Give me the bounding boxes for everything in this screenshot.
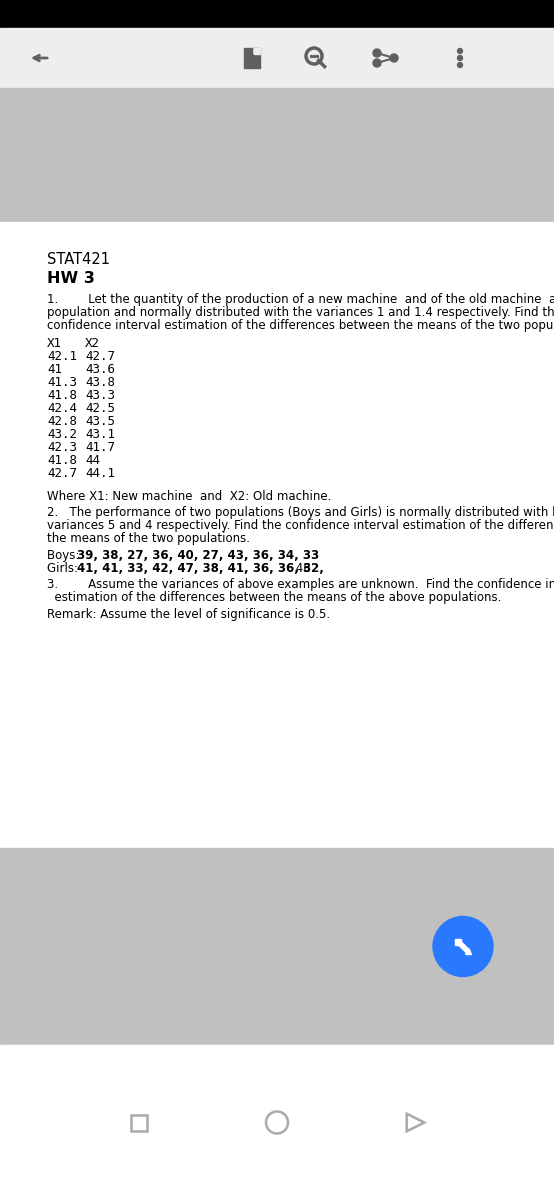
Text: STAT421: STAT421 — [47, 252, 110, 266]
Text: X1: X1 — [47, 337, 62, 350]
Bar — [0, 28, 554, 88]
Text: 44: 44 — [85, 454, 100, 467]
Circle shape — [373, 59, 381, 67]
Bar — [0, 88, 554, 222]
Text: 42.8: 42.8 — [47, 415, 77, 428]
Text: 1.        Let the quantity of the production of a new machine  and of the old ma: 1. Let the quantity of the production of… — [47, 293, 554, 306]
Bar — [0, 222, 554, 848]
Text: estimation of the differences between the means of the above populations.: estimation of the differences between th… — [47, 590, 501, 604]
Text: 42.7: 42.7 — [47, 467, 77, 480]
Bar — [254, 48, 260, 54]
Text: the means of the two populations.: the means of the two populations. — [47, 532, 250, 545]
Text: 43.5: 43.5 — [85, 415, 115, 428]
Text: 41.8: 41.8 — [47, 389, 77, 402]
Text: 41.7: 41.7 — [85, 440, 115, 454]
Text: 46: 46 — [292, 562, 311, 575]
Text: X2: X2 — [85, 337, 100, 350]
Text: 41: 41 — [47, 362, 62, 376]
Text: HW 3: HW 3 — [47, 271, 95, 286]
Text: Where X1: New machine  and  X2: Old machine.: Where X1: New machine and X2: Old machin… — [47, 490, 331, 503]
Text: Boys:: Boys: — [47, 550, 83, 562]
Text: 43.2: 43.2 — [47, 428, 77, 440]
Circle shape — [458, 48, 463, 54]
Text: 41.8: 41.8 — [47, 454, 77, 467]
Text: 42.3: 42.3 — [47, 440, 77, 454]
Text: 44.1: 44.1 — [85, 467, 115, 480]
Text: 43.1: 43.1 — [85, 428, 115, 440]
Circle shape — [373, 49, 381, 56]
Bar — [131, 1115, 146, 1130]
Text: confidence interval estimation of the differences between the means of the two p: confidence interval estimation of the di… — [47, 319, 554, 332]
Text: population and normally distributed with the variances 1 and 1.4 respectively. F: population and normally distributed with… — [47, 306, 554, 319]
Text: 42.4: 42.4 — [47, 402, 77, 415]
Text: Remark: Assume the level of significance is 0.5.: Remark: Assume the level of significance… — [47, 608, 330, 622]
Text: 43.6: 43.6 — [85, 362, 115, 376]
Text: variances 5 and 4 respectively. Find the confidence interval estimation of the d: variances 5 and 4 respectively. Find the… — [47, 518, 554, 532]
Text: Girls:: Girls: — [47, 562, 82, 575]
Text: 43.3: 43.3 — [85, 389, 115, 402]
Text: 42.7: 42.7 — [85, 350, 115, 362]
Polygon shape — [254, 48, 260, 54]
Circle shape — [458, 55, 463, 60]
Text: 2.   The performance of two populations (Boys and Girls) is normally distributed: 2. The performance of two populations (B… — [47, 506, 554, 518]
Text: 42.5: 42.5 — [85, 402, 115, 415]
Text: 41.3: 41.3 — [47, 376, 77, 389]
Bar — [0, 848, 554, 1045]
Bar — [0, 0, 554, 28]
Bar — [0, 1045, 554, 1200]
Text: 41, 41, 33, 42, 47, 38, 41, 36, 36, 32,: 41, 41, 33, 42, 47, 38, 41, 36, 36, 32, — [77, 562, 324, 575]
Text: 39, 38, 27, 36, 40, 27, 43, 36, 34, 33: 39, 38, 27, 36, 40, 27, 43, 36, 34, 33 — [77, 550, 319, 562]
Text: 3.        Assume the variances of above examples are unknown.  Find the confiden: 3. Assume the variances of above example… — [47, 578, 554, 590]
Bar — [244, 48, 260, 68]
Text: 43.8: 43.8 — [85, 376, 115, 389]
Circle shape — [433, 917, 493, 977]
Circle shape — [390, 54, 398, 62]
Text: 42.1: 42.1 — [47, 350, 77, 362]
Circle shape — [458, 62, 463, 67]
